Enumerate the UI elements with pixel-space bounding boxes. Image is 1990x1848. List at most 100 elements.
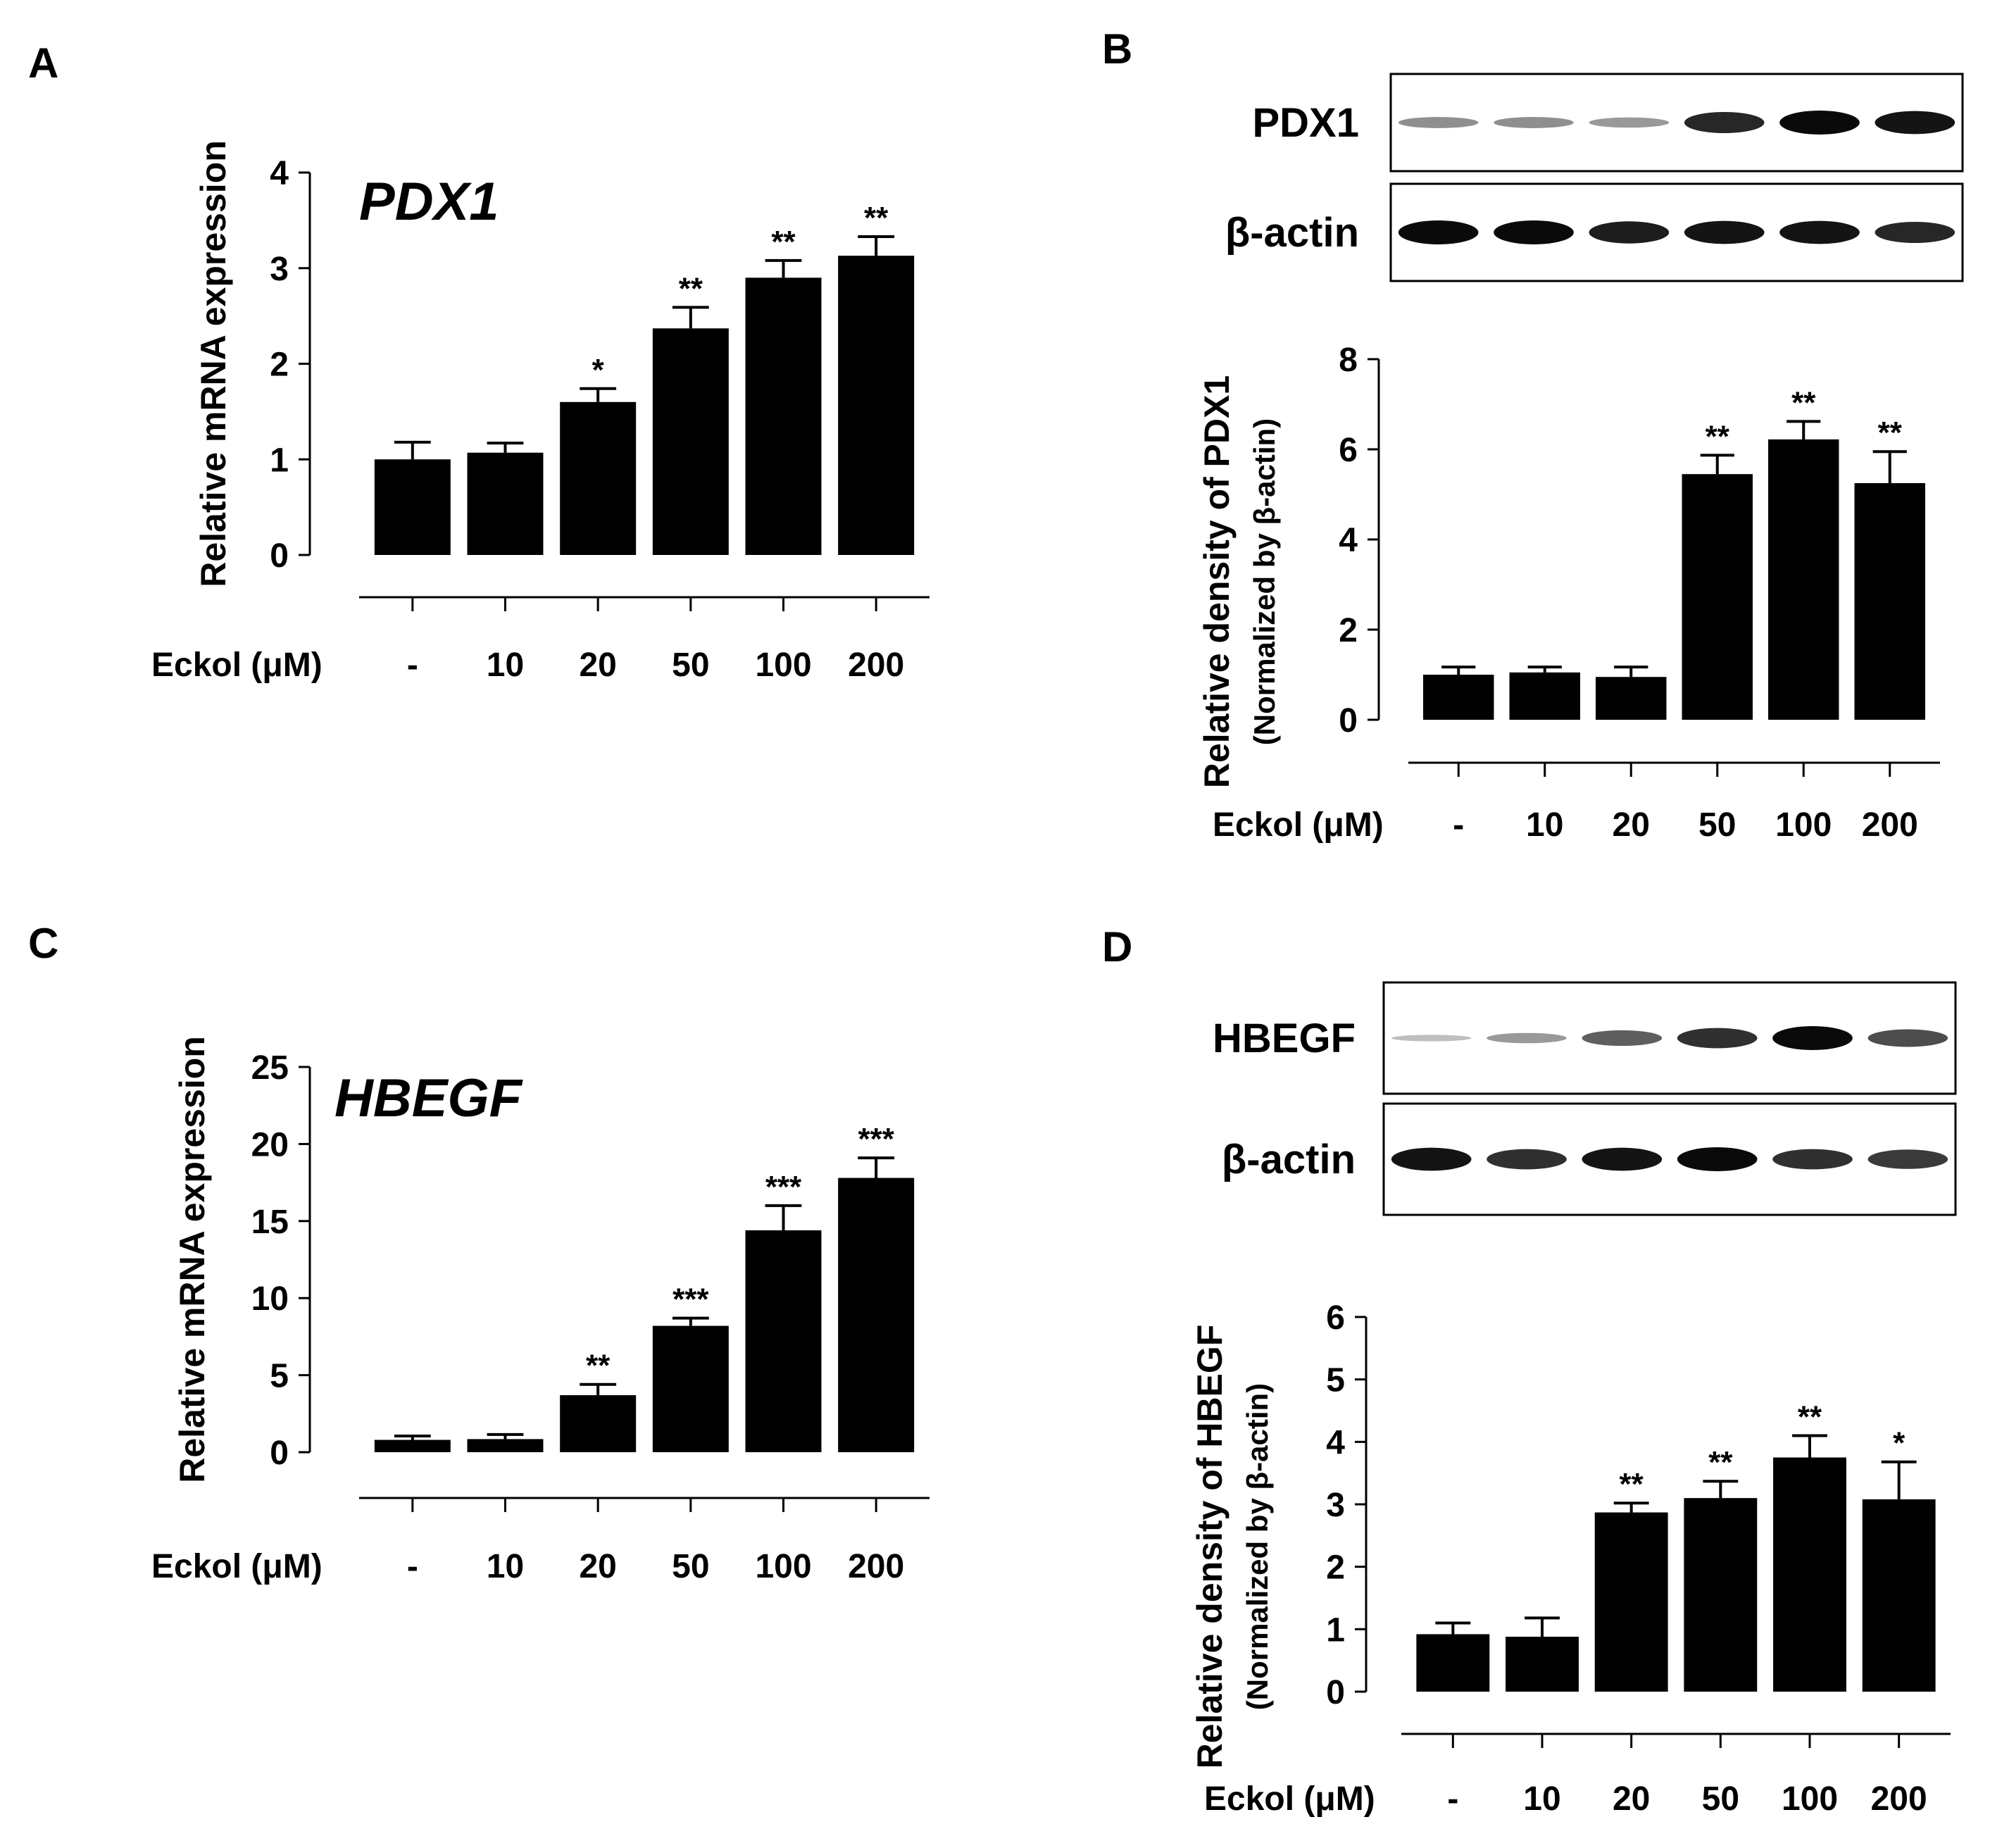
- bar: [1416, 1634, 1490, 1692]
- bar: [467, 452, 544, 555]
- bar: [652, 1325, 729, 1452]
- x-tick-label: 100: [755, 647, 811, 684]
- x-tick-label: 200: [848, 1548, 904, 1585]
- blot-band: [1677, 1147, 1758, 1171]
- blot-band: [1779, 111, 1860, 135]
- y-tick-label: 0: [270, 1435, 289, 1472]
- blot-band: [1677, 1028, 1758, 1049]
- panel-A: A 0 1 2 3 4 - 10 * 20 ** 50 ** 100 ** 200 Eckol (μM) Rela…: [28, 39, 930, 684]
- panel-B: B 0 2 4 6 8 - 10 20 ** 50 ** 100 ** 200 Eckol (μM) Relat…: [1102, 25, 1964, 844]
- bar: [838, 256, 915, 555]
- y-tick-label: 4: [1339, 522, 1358, 559]
- bar: [1594, 1512, 1668, 1692]
- blot-frame: [1382, 981, 1957, 1095]
- blot-band: [1582, 1147, 1663, 1171]
- x-tick-label: 50: [1698, 806, 1736, 844]
- x-tick-label: 50: [672, 1548, 709, 1585]
- panel-letter: C: [28, 920, 58, 967]
- blot-band: [1875, 111, 1955, 135]
- y-tick-label: 20: [251, 1126, 289, 1163]
- x-tick-label: 200: [848, 647, 904, 684]
- significance-label: **: [1620, 1467, 1644, 1502]
- blot-label: β-actin: [1222, 1137, 1356, 1182]
- significance-label: **: [1791, 385, 1816, 420]
- blot-row: HBEGF: [1213, 981, 1957, 1095]
- panel-letter: D: [1102, 923, 1132, 970]
- panel-letter: B: [1102, 25, 1132, 73]
- blot-band: [1391, 1035, 1472, 1042]
- x-axis-title: Eckol (μM): [1213, 806, 1384, 844]
- significance-label: **: [1708, 1445, 1733, 1480]
- blot-band: [1398, 117, 1479, 128]
- y-tick-label: 4: [1326, 1424, 1345, 1461]
- y-tick-label: 0: [1326, 1674, 1345, 1711]
- blot-band: [1867, 1149, 1948, 1169]
- blot-band: [1772, 1026, 1853, 1050]
- significance-label: **: [679, 271, 703, 306]
- x-tick-label: 50: [1702, 1780, 1739, 1818]
- blot-band: [1589, 117, 1670, 128]
- x-tick-label: 10: [1526, 806, 1563, 844]
- bar: [1768, 439, 1839, 720]
- significance-label: ***: [672, 1282, 709, 1317]
- panel-D: D 0 1 2 3 4 5 6 - 10 ** 20 ** 50 ** 100 * 200 Eckol (μM) Re…: [1102, 923, 1957, 1818]
- y-tick-label: 10: [251, 1280, 289, 1318]
- y-tick-label: 3: [1326, 1487, 1345, 1524]
- bar: [1854, 483, 1925, 720]
- bar: [560, 401, 637, 555]
- significance-label: **: [586, 1349, 611, 1383]
- blot-label: HBEGF: [1213, 1016, 1356, 1061]
- bar: [560, 1395, 637, 1452]
- y-tick-label: 6: [1339, 432, 1358, 469]
- y-tick-label: 8: [1339, 342, 1358, 379]
- blot-band: [1398, 220, 1479, 244]
- y-tick-label: 15: [251, 1204, 289, 1241]
- blot-band: [1589, 221, 1670, 244]
- y-tick-label: 5: [1326, 1362, 1345, 1399]
- blot-band: [1487, 1032, 1567, 1044]
- x-tick-label: 20: [1613, 1780, 1650, 1818]
- x-tick-label: -: [1447, 1780, 1458, 1818]
- x-tick-label: 10: [1523, 1780, 1560, 1818]
- bar: [1509, 672, 1580, 720]
- blot-frame: [1382, 1102, 1957, 1216]
- y-tick-label: 25: [251, 1049, 289, 1087]
- blot-row: PDX1: [1252, 73, 1964, 173]
- significance-label: ***: [858, 1122, 894, 1156]
- gene-title: HBEGF: [334, 1068, 524, 1128]
- y-axis-subtitle: (Normalized by β-actin): [1248, 418, 1281, 745]
- x-tick-label: -: [407, 1548, 418, 1585]
- y-tick-label: 2: [1339, 612, 1358, 649]
- x-tick-label: 20: [1613, 806, 1650, 844]
- x-tick-label: 10: [487, 647, 524, 684]
- y-tick-label: 5: [270, 1358, 289, 1395]
- blot-row: β-actin: [1225, 182, 1964, 282]
- bar: [1596, 677, 1667, 720]
- bar: [745, 1230, 822, 1452]
- bar: [1862, 1499, 1936, 1692]
- significance-label: **: [1706, 419, 1730, 454]
- significance-label: ***: [765, 1170, 802, 1204]
- x-tick-label: 20: [579, 647, 616, 684]
- bar: [1506, 1636, 1579, 1692]
- x-tick-label: 200: [1862, 806, 1918, 844]
- x-tick-label: 20: [579, 1548, 616, 1585]
- y-axis-title: Relative mRNA expression: [173, 1036, 212, 1483]
- y-tick-label: 0: [1339, 702, 1358, 739]
- bar: [1682, 474, 1753, 720]
- blot-band: [1684, 220, 1765, 244]
- panel-C: C 0 5 10 15 20 25 - 10 ** 20 *** 50 *** 100 *** 200 Eckol…: [28, 920, 930, 1585]
- x-axis-title: Eckol (μM): [151, 1548, 323, 1585]
- bar: [1423, 675, 1494, 720]
- blot-row: β-actin: [1222, 1102, 1957, 1216]
- y-tick-label: 1: [1326, 1611, 1345, 1649]
- bar: [467, 1439, 544, 1452]
- blot-band: [1487, 1149, 1567, 1170]
- blot-frame: [1389, 182, 1964, 282]
- x-tick-label: 50: [672, 647, 709, 684]
- y-tick-label: 2: [270, 346, 289, 384]
- blot-band: [1867, 1029, 1948, 1047]
- y-axis-subtitle: (Normalized by β-actin): [1241, 1383, 1274, 1710]
- x-tick-label: 100: [1782, 1780, 1838, 1818]
- x-tick-label: -: [407, 647, 418, 684]
